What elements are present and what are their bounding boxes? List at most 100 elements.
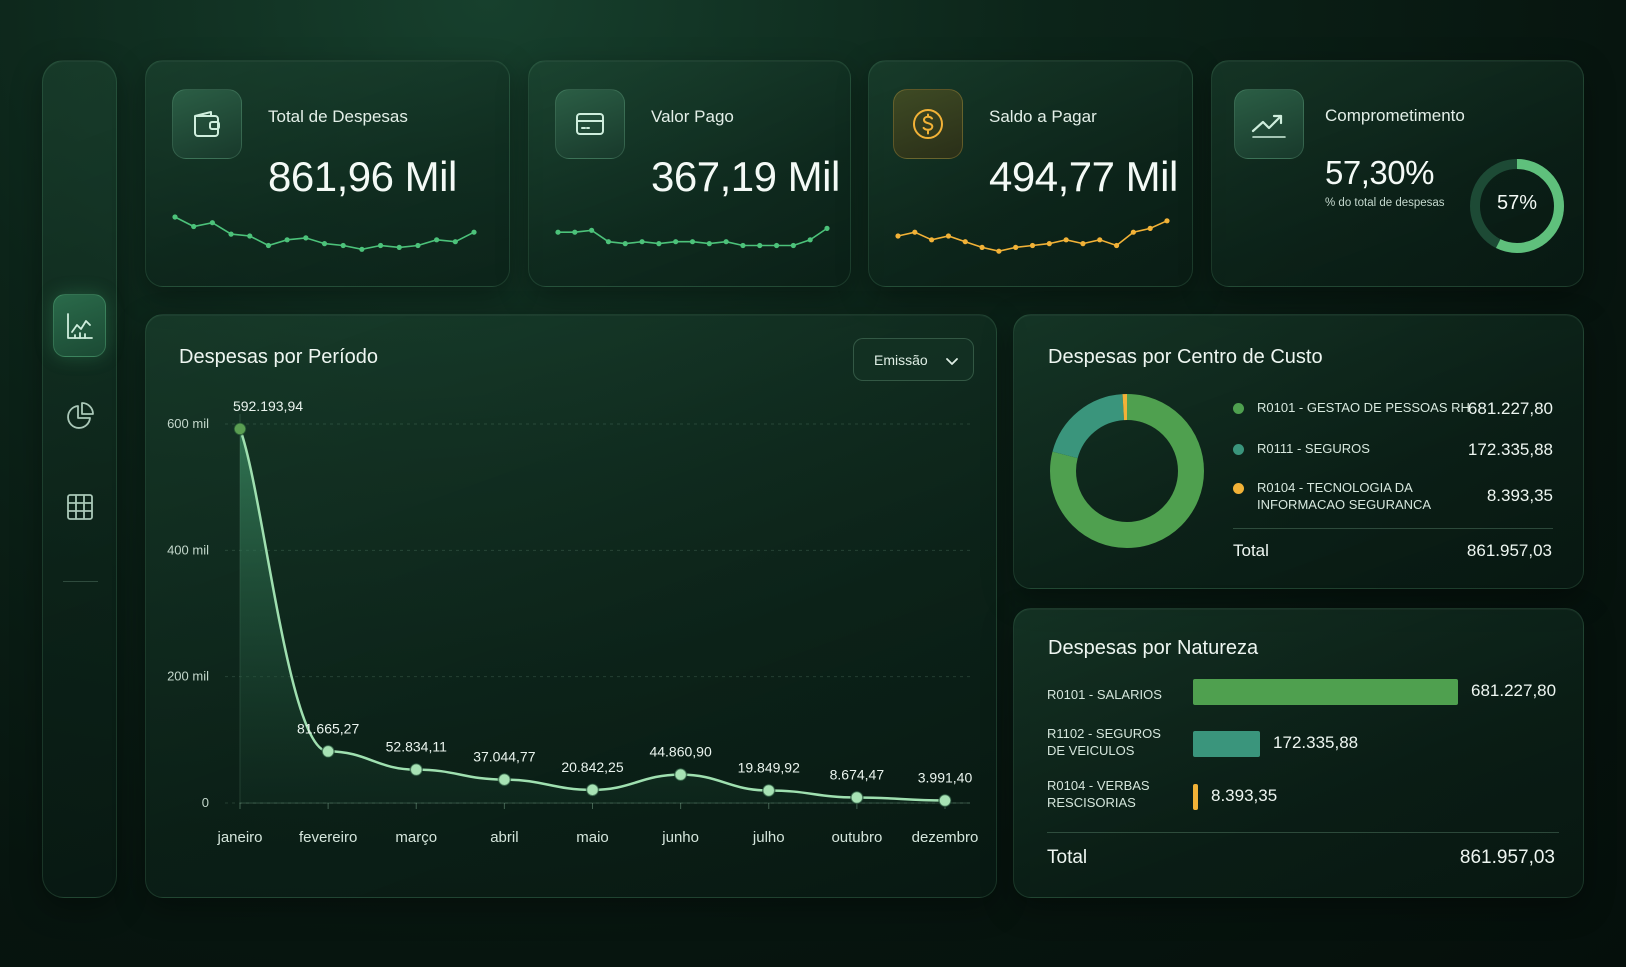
sparkline-point: [1013, 244, 1019, 250]
commitment-gauge: [1470, 159, 1564, 253]
sparkline: [555, 225, 830, 249]
area-fill: [240, 428, 945, 803]
data-point[interactable]: [585, 783, 600, 797]
sparkline-point: [1080, 241, 1086, 247]
sparkline-point: [247, 233, 253, 239]
sidebar-item-table[interactable]: [53, 475, 106, 538]
data-label: 3.991,40: [918, 769, 973, 785]
data-point[interactable]: [233, 422, 247, 436]
kpi-label: Comprometimento: [1325, 106, 1465, 125]
dollar-coin-icon-box: [893, 89, 963, 159]
sparkline-point: [555, 229, 561, 235]
sparkline-point: [929, 237, 935, 243]
sparkline-point: [1113, 242, 1120, 249]
sidebar-item-line-chart[interactable]: [53, 294, 106, 357]
sparkline-point: [340, 242, 346, 249]
sparkline-point: [639, 239, 645, 245]
natureza-bar[interactable]: [1193, 784, 1198, 810]
data-point[interactable]: [938, 793, 952, 808]
gauge-label: 57%: [1496, 192, 1538, 214]
sparkline-point: [706, 241, 712, 247]
kpi-card-total-despesas: Total de Despesas 861,96 Mil: [145, 60, 510, 287]
sparkline-point: [303, 235, 309, 241]
sparkline-point: [434, 237, 440, 243]
trend-up-icon-box: [1234, 89, 1304, 159]
x-tick-label: dezembro: [912, 829, 979, 846]
kpi-label: Saldo a Pagar: [989, 107, 1097, 126]
natureza-bar-value: 172.335,88: [1273, 733, 1359, 752]
sparkline-point: [807, 237, 813, 243]
data-point[interactable]: [321, 744, 335, 759]
data-label: 8.674,47: [830, 767, 885, 783]
period-area-chart: 0 200 mil 400 mil 600 mil 592.193,94 janeiro 8…: [167, 398, 979, 846]
sparkline-point: [471, 229, 477, 235]
sparkline-point: [945, 233, 952, 239]
kpi-card-saldo-pagar: Saldo a Pagar 494,77 Mil: [868, 60, 1193, 287]
period-type-dropdown[interactable]: Emissão: [853, 338, 974, 381]
legend-dot: [1233, 483, 1244, 494]
chevron-down-icon: [946, 358, 958, 365]
period-panel-title: Despesas por Período: [179, 346, 379, 368]
data-label: 592.193,94: [233, 398, 303, 414]
sparkline-point: [673, 239, 679, 245]
sparkline-point: [656, 241, 662, 247]
wallet-icon-box: [172, 89, 242, 159]
donut-slice[interactable]: [1050, 394, 1204, 548]
data-label: 19.849,92: [738, 759, 800, 775]
x-tick-label: julho: [752, 829, 785, 846]
natureza-row-label: R1102 - SEGUROS DE VEICULOS: [1047, 726, 1161, 758]
sparkline-point: [912, 229, 918, 235]
sparkline-point: [895, 233, 901, 239]
sparkline-point: [209, 220, 215, 226]
kpi-value: 861,96 Mil: [268, 153, 457, 200]
data-point[interactable]: [673, 767, 688, 782]
sparkline-point: [689, 239, 696, 245]
natureza-bar[interactable]: [1193, 679, 1458, 705]
sparkline-point: [1130, 229, 1136, 235]
data-point[interactable]: [762, 783, 776, 798]
kpi-card-valor-pago: Valor Pago 367,19 Mil: [528, 60, 851, 287]
sparkline-point: [415, 242, 421, 249]
dollar-coin-icon: [913, 109, 943, 139]
sparkline-point: [284, 237, 290, 243]
y-tick-label: 600 mil: [167, 416, 209, 431]
sidebar: [42, 60, 117, 898]
legend-value: 8.393,35: [1486, 486, 1553, 505]
sparkline-point: [172, 214, 178, 220]
pie-chart-icon: [66, 401, 94, 429]
sidebar-divider: [63, 581, 98, 582]
gauge-fill: [1470, 159, 1564, 253]
sparkline-point: [996, 248, 1002, 254]
sparkline-point: [572, 229, 578, 235]
sparkline-point: [452, 239, 458, 245]
data-point[interactable]: [850, 790, 864, 805]
sparkline-point: [228, 231, 234, 237]
sparkline: [895, 218, 1170, 254]
x-tick-label: outubro: [831, 829, 882, 846]
legend-dot: [1233, 444, 1244, 455]
sparkline-point: [191, 223, 197, 230]
data-point[interactable]: [497, 772, 512, 787]
x-tick-label: janeiro: [216, 829, 262, 846]
sparkline-point: [321, 241, 328, 247]
kpi-value: 494,77 Mil: [989, 153, 1178, 200]
x-tick-label: março: [395, 829, 437, 846]
legend-value: 681.227,80: [1467, 399, 1553, 418]
data-point[interactable]: [409, 762, 423, 777]
table-grid-icon: [66, 493, 93, 520]
data-label: 44.860,90: [649, 744, 711, 760]
area-line: [238, 428, 946, 802]
sparkline-point: [1046, 241, 1052, 247]
kpi-label: Total de Despesas: [268, 107, 408, 126]
sparkline-point: [824, 225, 830, 231]
sparkline: [172, 214, 477, 252]
sparkline-point: [1164, 218, 1170, 224]
natureza-row-label: R0104 - VERBAS RESCISORIAS: [1047, 778, 1150, 810]
natureza-bar[interactable]: [1193, 731, 1261, 757]
cost-center-title: Despesas por Centro de Custo: [1048, 346, 1323, 368]
natureza-title: Despesas por Natureza: [1048, 637, 1259, 659]
sparkline-point: [396, 244, 402, 250]
cost-center-total-value: 861.957,03: [1466, 541, 1552, 560]
natureza-bar-value: 8.393,35: [1211, 786, 1278, 805]
sidebar-item-pie-chart[interactable]: [53, 384, 106, 447]
